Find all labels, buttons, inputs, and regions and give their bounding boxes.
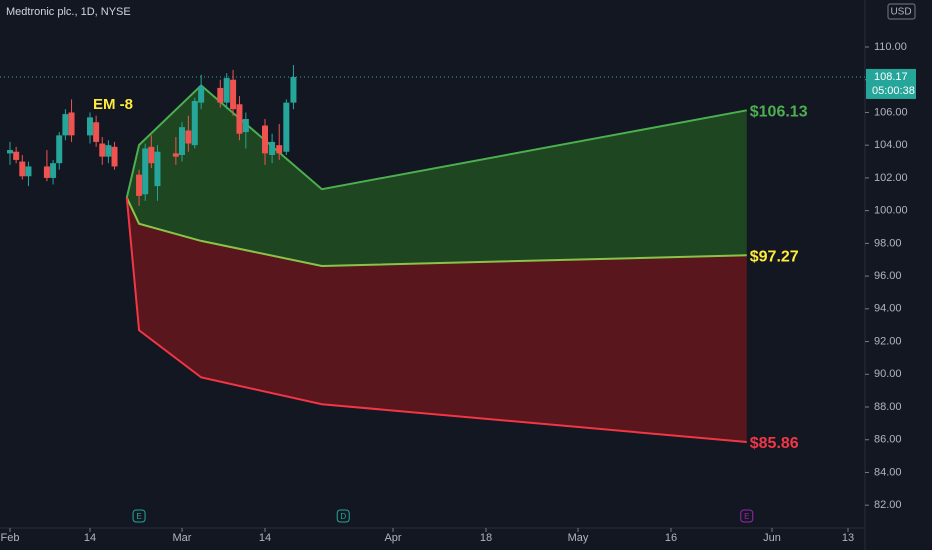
y-tick-label: 96.00 xyxy=(874,270,902,282)
candle-body xyxy=(242,119,249,133)
candle-body xyxy=(198,86,205,103)
candle-body xyxy=(13,151,20,160)
y-tick-label: 90.00 xyxy=(874,368,902,380)
candle-body xyxy=(185,130,192,144)
y-tick-label: 102.00 xyxy=(874,172,908,184)
chart-title: Medtronic plc., 1D, NYSE xyxy=(6,6,131,18)
cone-end-label: $106.13 xyxy=(750,104,808,121)
candle-body xyxy=(276,145,283,154)
y-tick-label: 88.00 xyxy=(874,401,902,413)
y-tick-label: 110.00 xyxy=(874,41,907,53)
event-label: D xyxy=(340,512,346,521)
candle-body xyxy=(68,112,75,136)
x-tick-label: 14 xyxy=(84,532,96,544)
annotation: EM -8 xyxy=(93,96,133,113)
cone-fill xyxy=(126,85,747,266)
y-tick-label: 92.00 xyxy=(874,335,902,347)
currency-box xyxy=(887,3,916,20)
x-tick-label: 13 xyxy=(842,532,854,544)
event-badge xyxy=(740,509,754,523)
candle-body xyxy=(262,125,268,154)
cone-line xyxy=(125,197,747,444)
candle-body xyxy=(93,122,100,142)
event-badge xyxy=(132,509,146,523)
x-tick-label: 16 xyxy=(665,532,677,544)
plot: $106.13 $97.27 $85.86 xyxy=(0,65,865,452)
candle-body xyxy=(111,146,118,167)
candle-body xyxy=(105,145,112,157)
x-tick-label: Mar xyxy=(173,532,192,544)
price-tag xyxy=(866,68,916,99)
price-tag-countdown: 05:00:38 xyxy=(872,85,915,97)
cone-end-label: $85.86 xyxy=(750,435,799,452)
event-badge xyxy=(336,509,350,523)
candle-body xyxy=(283,102,290,152)
cone-fill xyxy=(126,197,747,443)
candle-body xyxy=(142,148,149,195)
candle-body xyxy=(148,146,155,164)
y-tick-label: 86.00 xyxy=(874,434,902,446)
candle-body xyxy=(269,141,276,155)
y-tick-label: 106.00 xyxy=(874,106,908,118)
candle-body xyxy=(236,104,243,134)
currency: USD xyxy=(890,7,911,18)
candle-body xyxy=(19,161,26,177)
candle-body xyxy=(25,166,32,177)
x-tick-label: 14 xyxy=(259,532,271,544)
candle-body xyxy=(230,79,237,110)
candle-body xyxy=(290,76,297,103)
x-tick-label: Feb xyxy=(1,532,20,544)
x-tick-label: Jun xyxy=(763,532,781,544)
candle-body xyxy=(50,163,57,178)
candle-body xyxy=(223,78,230,103)
y-tick-label: 100.00 xyxy=(874,205,908,217)
event-label: E xyxy=(136,512,141,521)
candle-body xyxy=(99,143,106,157)
x-tick-label: Apr xyxy=(384,532,401,544)
x-tick-label: 18 xyxy=(480,532,492,544)
y-tick-label: 98.00 xyxy=(874,237,902,249)
candle-body xyxy=(87,117,93,136)
price-tag-value: 108.17 xyxy=(874,71,908,83)
candle-body xyxy=(217,87,224,103)
cone-end-label: $97.27 xyxy=(750,249,799,266)
event-label: E xyxy=(744,512,749,521)
cone-line xyxy=(125,197,747,267)
candle-body xyxy=(154,151,161,187)
candle-body xyxy=(43,166,50,178)
candle-body xyxy=(191,101,198,146)
candle-body xyxy=(172,153,179,157)
candle-body xyxy=(7,150,13,154)
x-tick-label: May xyxy=(568,532,589,544)
y-tick-label: 94.00 xyxy=(874,303,902,315)
y-tick-label: 84.00 xyxy=(874,466,902,478)
candle-body xyxy=(179,127,185,155)
y-tick-label: 104.00 xyxy=(874,139,908,151)
candle-body xyxy=(56,135,63,164)
y-tick-label: 82.00 xyxy=(874,499,902,511)
candle-body xyxy=(62,114,69,136)
candle-body xyxy=(136,174,143,196)
